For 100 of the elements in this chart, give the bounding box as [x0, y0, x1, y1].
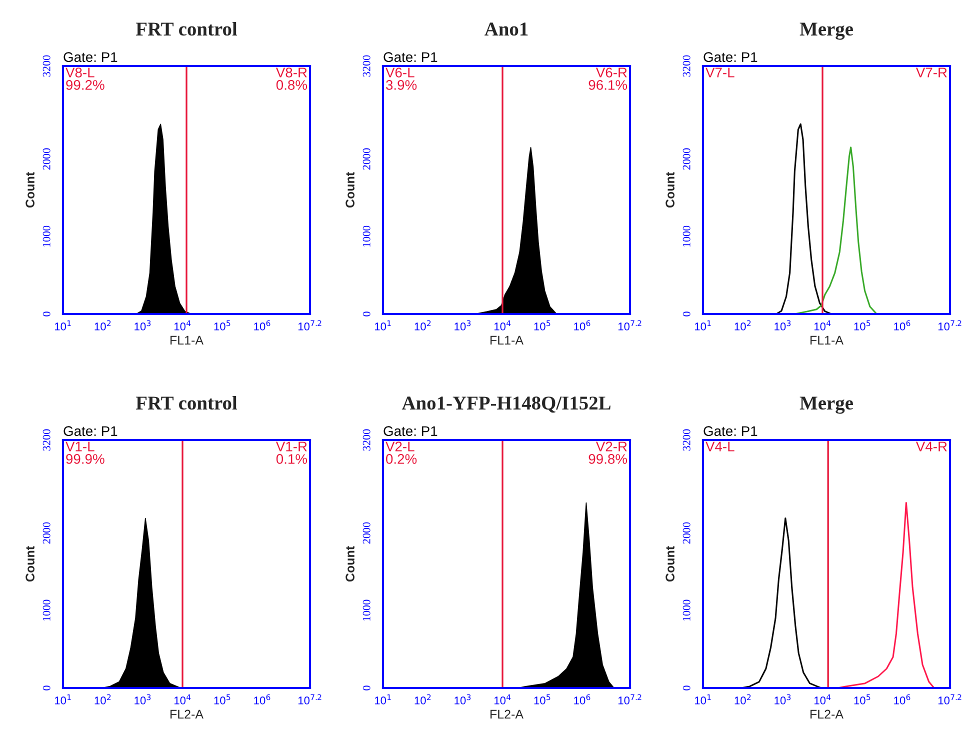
- annotation: V8-L 99.2%: [66, 68, 104, 90]
- annotation: V1-R 0.1%: [276, 442, 308, 464]
- x-tick-label: 10$^{3}$: [454, 320, 471, 330]
- x-tick-label: 10$^{4}$: [814, 694, 831, 704]
- x-tick-label: 10$^{7.2}$: [298, 320, 322, 330]
- chart-title: Ano1-YFP-H148Q/I152L: [402, 396, 610, 413]
- text: Gate: P1: [704, 52, 758, 62]
- y-axis-title: Count: [346, 546, 354, 582]
- annotation: V1-L 99.9%: [66, 442, 104, 464]
- text: Gate: P1: [64, 426, 118, 436]
- y-axis-title: Count: [346, 172, 354, 208]
- x-tick-label: 10$^{6}$: [574, 694, 590, 704]
- x-tick-label: 10$^{5}$: [854, 320, 870, 330]
- x-tick-label: 10$^{1}$: [694, 320, 711, 330]
- chart-title: Merge: [800, 22, 853, 40]
- x-tick-label: 10$^{2}$: [94, 694, 111, 704]
- text: Gate: P1: [384, 52, 438, 62]
- x-tick-label: 10$^{1}$: [374, 320, 391, 330]
- y-tick-label: 3200: [682, 429, 690, 451]
- annotation: V7-L: [706, 68, 734, 78]
- x-tick-label: 10$^{2}$: [734, 694, 751, 704]
- y-axis-title: Count: [26, 546, 34, 582]
- y-axis-title: Count: [666, 172, 674, 208]
- y-tick-label: 2000: [42, 148, 50, 170]
- y-tick-label: 2000: [362, 522, 370, 544]
- x-tick-label: 10$^{1}$: [54, 694, 71, 704]
- y-tick-label: 3200: [682, 55, 690, 77]
- x-tick-label: 10$^{1}$: [54, 320, 71, 330]
- x-tick-label: 10$^{6}$: [894, 320, 910, 330]
- y-tick-label: 1000: [682, 600, 690, 621]
- text: Gate: P1: [384, 426, 438, 436]
- y-tick-label: 2000: [682, 522, 690, 544]
- x-tick-label: 10$^{1}$: [694, 694, 711, 704]
- x-tick-label: 10$^{4}$: [494, 694, 511, 704]
- x-tick-label: 10$^{2}$: [414, 320, 431, 330]
- x-tick-label: 10$^{5}$: [214, 320, 230, 330]
- x-axis-title: FL2-A: [490, 710, 524, 719]
- y-tick-label: 1000: [42, 226, 50, 247]
- x-tick-label: 10$^{6}$: [254, 320, 270, 330]
- x-tick-label: 10$^{6}$: [894, 694, 910, 704]
- y-tick-label: 3200: [362, 55, 370, 77]
- x-tick-label: 10$^{6}$: [574, 320, 590, 330]
- y-tick-label: 0: [42, 312, 50, 316]
- x-tick-label: 10$^{3}$: [134, 320, 151, 330]
- x-tick-label: 10$^{7.2}$: [938, 320, 962, 330]
- annotation: V6-L 3.9%: [386, 68, 417, 90]
- y-tick-label: 2000: [682, 148, 690, 170]
- x-axis-title: FL1-A: [170, 336, 204, 345]
- y-tick-label: 2000: [42, 522, 50, 544]
- x-axis-title: FL2-A: [810, 710, 844, 719]
- x-tick-label: 10$^{3}$: [774, 694, 791, 704]
- annotation: V6-R 96.1%: [588, 68, 628, 90]
- x-tick-label: 10$^{4}$: [814, 320, 831, 330]
- text: Gate: P1: [64, 52, 118, 62]
- x-tick-label: 10$^{2}$: [734, 320, 751, 330]
- x-axis-title: FL2-A: [170, 710, 204, 719]
- x-tick-label: 10$^{7.2}$: [618, 320, 642, 330]
- y-tick-label: 3200: [42, 429, 50, 451]
- x-tick-label: 10$^{6}$: [254, 694, 270, 704]
- x-tick-label: 10$^{3}$: [454, 694, 471, 704]
- x-axis-title: FL1-A: [810, 336, 844, 345]
- annotation: V4-R: [916, 442, 947, 452]
- x-tick-label: 10$^{7.2}$: [938, 694, 962, 704]
- y-axis-title: Count: [26, 172, 34, 208]
- chart-title: Ano1: [484, 22, 528, 36]
- y-tick-label: 1000: [362, 600, 370, 621]
- x-tick-label: 10$^{5}$: [854, 694, 870, 704]
- annotation: V8-R 0.8%: [276, 68, 308, 90]
- y-tick-label: 0: [362, 312, 370, 316]
- y-tick-label: 0: [42, 686, 50, 690]
- text: Gate: P1: [704, 426, 758, 436]
- x-tick-label: 10$^{5}$: [534, 694, 550, 704]
- x-tick-label: 10$^{1}$: [374, 694, 391, 704]
- x-tick-label: 10$^{3}$: [774, 320, 791, 330]
- x-tick-label: 10$^{4}$: [174, 694, 191, 704]
- x-tick-label: 10$^{7.2}$: [618, 694, 642, 704]
- y-tick-label: 1000: [362, 226, 370, 247]
- x-axis-title: FL1-A: [490, 336, 524, 345]
- x-tick-label: 10$^{5}$: [534, 320, 550, 330]
- x-tick-label: 10$^{2}$: [94, 320, 111, 330]
- chart-title: FRT control: [136, 396, 238, 410]
- y-tick-label: 0: [682, 312, 690, 316]
- x-tick-label: 10$^{4}$: [494, 320, 511, 330]
- y-axis-title: Count: [666, 546, 674, 582]
- x-tick-label: 10$^{5}$: [214, 694, 230, 704]
- y-tick-label: 0: [682, 686, 690, 690]
- x-tick-label: 10$^{2}$: [414, 694, 431, 704]
- annotation: V4-L: [706, 442, 734, 452]
- x-tick-label: 10$^{7.2}$: [298, 694, 322, 704]
- y-tick-label: 0: [362, 686, 370, 690]
- y-tick-label: 1000: [42, 600, 50, 621]
- y-tick-label: 1000: [682, 226, 690, 247]
- x-tick-label: 10$^{4}$: [174, 320, 191, 330]
- annotation: V2-R 99.8%: [588, 442, 628, 464]
- annotation: V2-L 0.2%: [386, 442, 417, 464]
- annotation: V7-R: [916, 68, 947, 78]
- y-tick-label: 2000: [362, 148, 370, 170]
- chart-title: Merge: [800, 396, 853, 414]
- chart-title: FRT control: [136, 22, 238, 36]
- y-tick-label: 3200: [42, 55, 50, 77]
